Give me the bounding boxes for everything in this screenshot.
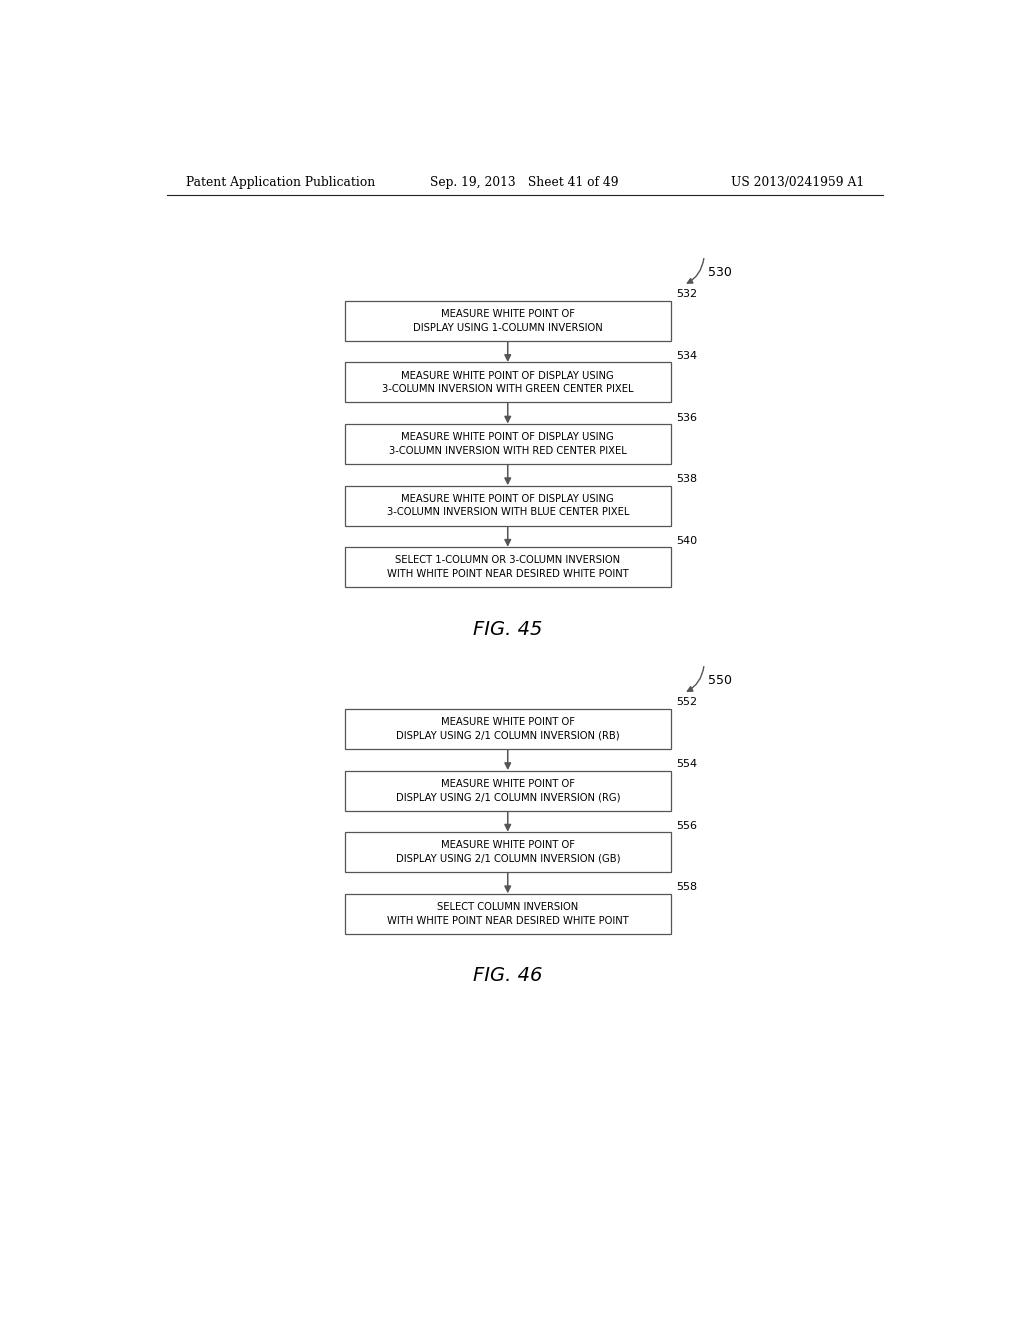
FancyBboxPatch shape [345,894,671,933]
FancyBboxPatch shape [345,709,671,748]
Text: 554: 554 [676,759,697,770]
Text: MEASURE WHITE POINT OF DISPLAY USING
3-COLUMN INVERSION WITH RED CENTER PIXEL: MEASURE WHITE POINT OF DISPLAY USING 3-C… [389,432,627,455]
Text: 556: 556 [676,821,697,830]
Text: MEASURE WHITE POINT OF
DISPLAY USING 2/1 COLUMN INVERSION (GB): MEASURE WHITE POINT OF DISPLAY USING 2/1… [395,841,620,865]
Text: SELECT COLUMN INVERSION
WITH WHITE POINT NEAR DESIRED WHITE POINT: SELECT COLUMN INVERSION WITH WHITE POINT… [387,902,629,925]
FancyBboxPatch shape [345,832,671,873]
Text: 530: 530 [708,265,731,279]
Text: MEASURE WHITE POINT OF
DISPLAY USING 2/1 COLUMN INVERSION (RG): MEASURE WHITE POINT OF DISPLAY USING 2/1… [395,779,620,803]
Text: FIG. 46: FIG. 46 [473,966,543,985]
FancyBboxPatch shape [345,548,671,587]
FancyBboxPatch shape [345,771,671,810]
Text: 536: 536 [676,413,697,422]
FancyBboxPatch shape [345,424,671,465]
Text: MEASURE WHITE POINT OF DISPLAY USING
3-COLUMN INVERSION WITH GREEN CENTER PIXEL: MEASURE WHITE POINT OF DISPLAY USING 3-C… [382,371,634,395]
Text: Patent Application Publication: Patent Application Publication [186,176,376,189]
Text: US 2013/0241959 A1: US 2013/0241959 A1 [731,176,864,189]
Text: 532: 532 [676,289,697,300]
FancyBboxPatch shape [345,486,671,525]
FancyBboxPatch shape [345,301,671,341]
Text: 558: 558 [676,882,697,892]
Text: 550: 550 [708,675,732,686]
Text: MEASURE WHITE POINT OF DISPLAY USING
3-COLUMN INVERSION WITH BLUE CENTER PIXEL: MEASURE WHITE POINT OF DISPLAY USING 3-C… [387,494,629,517]
Text: 552: 552 [676,697,697,708]
Text: 538: 538 [676,474,697,484]
FancyBboxPatch shape [345,363,671,403]
Text: Sep. 19, 2013 Sheet 41 of 49: Sep. 19, 2013 Sheet 41 of 49 [430,176,620,189]
Text: MEASURE WHITE POINT OF
DISPLAY USING 2/1 COLUMN INVERSION (RB): MEASURE WHITE POINT OF DISPLAY USING 2/1… [396,717,620,741]
Text: SELECT 1-COLUMN OR 3-COLUMN INVERSION
WITH WHITE POINT NEAR DESIRED WHITE POINT: SELECT 1-COLUMN OR 3-COLUMN INVERSION WI… [387,556,629,579]
Text: MEASURE WHITE POINT OF
DISPLAY USING 1-COLUMN INVERSION: MEASURE WHITE POINT OF DISPLAY USING 1-C… [413,309,603,333]
Text: FIG. 45: FIG. 45 [473,619,543,639]
Text: 540: 540 [676,536,697,545]
Text: 534: 534 [676,351,697,360]
